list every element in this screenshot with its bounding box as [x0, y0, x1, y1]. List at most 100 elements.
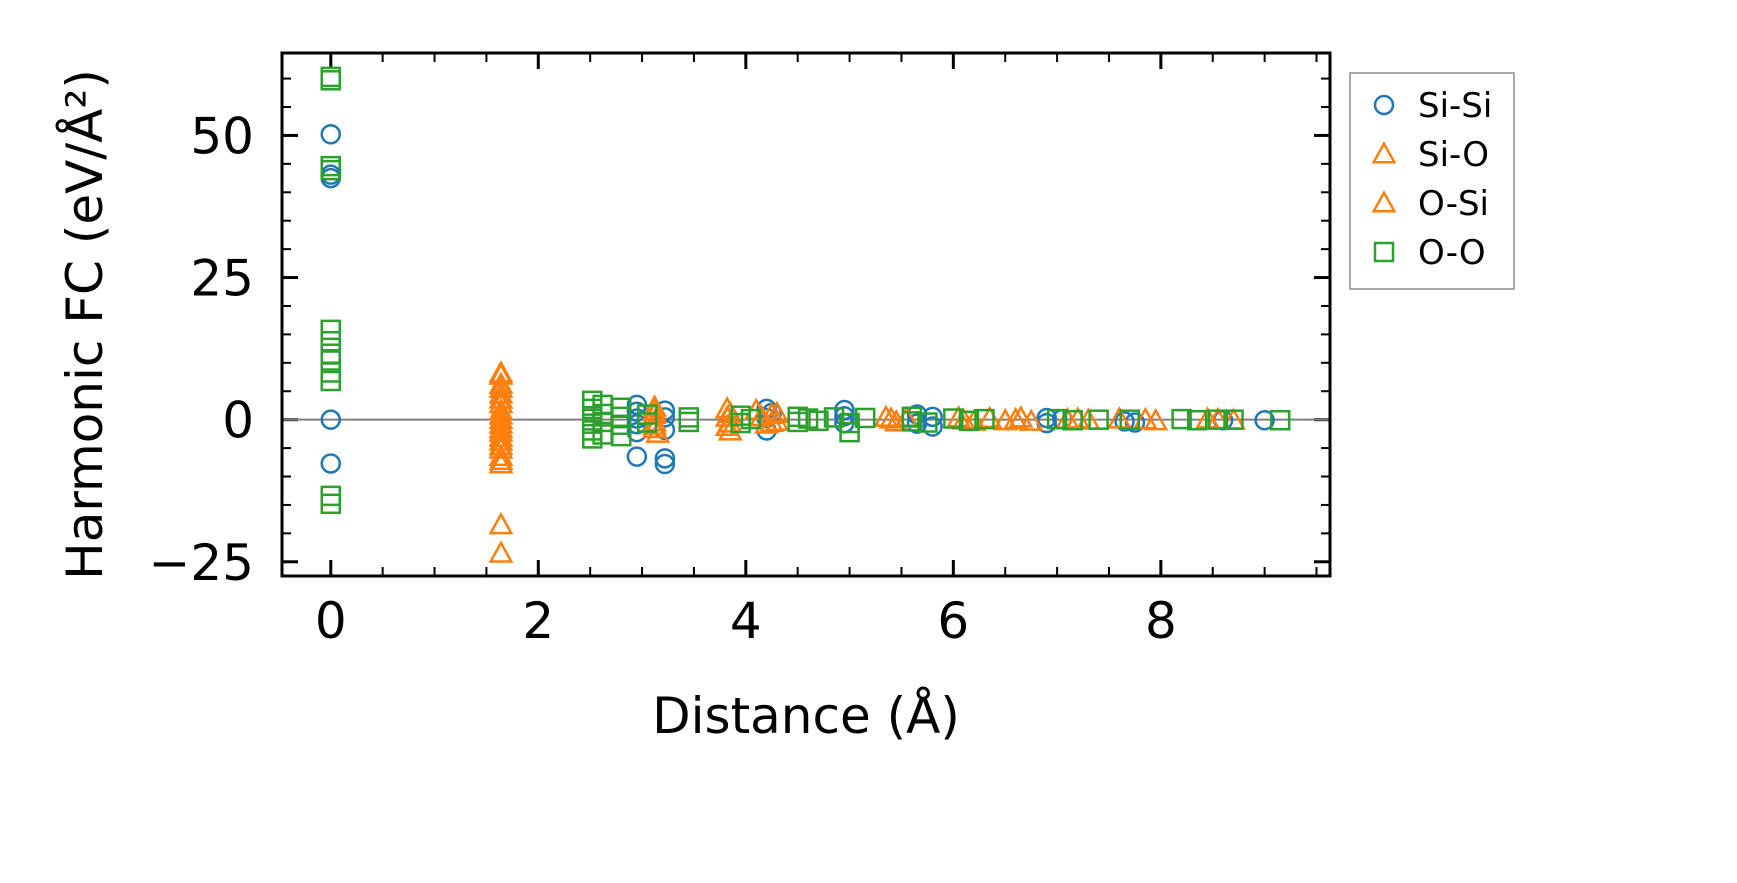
- data-point: [878, 406, 904, 429]
- data-point: [787, 411, 808, 433]
- data-point: [626, 446, 648, 467]
- data-point: [1008, 405, 1034, 428]
- data-point: [320, 70, 342, 91]
- data-point: [320, 409, 342, 430]
- data-point: [834, 406, 855, 427]
- data-point: [654, 453, 676, 475]
- data-point: [946, 405, 972, 428]
- data-point: [922, 406, 943, 428]
- legend-label: O-Si: [1418, 184, 1489, 224]
- legend-entry: Si-O: [1371, 135, 1489, 175]
- legend: Si-Si Si-O O-Si O-O: [1349, 72, 1515, 290]
- data-point: [654, 448, 676, 469]
- data-point: [1003, 406, 1029, 430]
- tick-labels: 0 2 4 6 8 −25 0 25 50: [148, 107, 1176, 650]
- data-point: [1062, 409, 1083, 431]
- legend-label: O-O: [1418, 233, 1486, 273]
- data-point: [1046, 408, 1068, 430]
- data-point: [611, 425, 632, 447]
- data-point: [730, 412, 751, 434]
- data-point: [808, 410, 829, 432]
- legend-entry: O-Si: [1371, 184, 1489, 224]
- series-si-si: [320, 124, 1275, 475]
- data-point: [488, 375, 514, 398]
- data-point: [717, 400, 743, 423]
- x-tick-label: 4: [730, 592, 762, 650]
- data-point: [823, 407, 845, 428]
- data-markers: [320, 66, 1291, 563]
- data-point: [636, 412, 658, 433]
- data-point: [488, 360, 514, 383]
- data-point: [320, 350, 342, 371]
- data-point: [958, 410, 980, 432]
- x-tick-label: 6: [937, 592, 969, 650]
- data-point: [488, 432, 514, 456]
- legend-marker: [1371, 190, 1397, 213]
- x-tick-label: 2: [522, 592, 554, 650]
- data-point: [922, 416, 943, 437]
- data-point: [488, 511, 514, 535]
- x-axis-label: Distance (Å): [652, 687, 960, 745]
- legend-label: Si-O: [1418, 135, 1489, 175]
- series-o-si: [488, 360, 1231, 471]
- series-si-o: [488, 362, 1246, 563]
- data-point: [488, 436, 514, 459]
- data-point: [1018, 408, 1044, 431]
- legend-marker: [1371, 141, 1397, 164]
- data-point: [977, 405, 1003, 429]
- data-point: [1036, 407, 1057, 429]
- y-axis-label: Harmonic FC (eV/Å²): [56, 69, 114, 580]
- data-point: [1269, 409, 1291, 431]
- x-tick-label: 8: [1145, 592, 1177, 650]
- legend-marker: [1373, 241, 1395, 263]
- data-point: [1106, 406, 1132, 429]
- data-point: [678, 407, 699, 428]
- data-point: [797, 408, 819, 429]
- data-point: [320, 343, 342, 364]
- legend-entry: Si-Si: [1373, 86, 1492, 126]
- data-point: [1055, 406, 1080, 430]
- data-point: [854, 407, 876, 429]
- data-point: [943, 408, 964, 429]
- data-point: [1119, 409, 1140, 430]
- data-point: [834, 399, 855, 421]
- data-point: [1088, 409, 1109, 430]
- y-tick-label: −25: [148, 534, 254, 592]
- data-point: [1223, 409, 1244, 430]
- data-point: [901, 411, 923, 432]
- data-point: [592, 424, 613, 445]
- data-point: [974, 408, 995, 430]
- data-point: [488, 443, 514, 467]
- data-point: [951, 407, 977, 430]
- y-tick-label: 0: [222, 392, 254, 450]
- data-point: [678, 411, 699, 433]
- data-point: [488, 540, 514, 563]
- data-point: [581, 428, 603, 449]
- data-point: [759, 401, 785, 425]
- data-point: [1114, 411, 1135, 432]
- data-point: [642, 398, 667, 421]
- data-point: [917, 412, 938, 433]
- data-point: [717, 418, 743, 441]
- data-point: [1132, 406, 1158, 430]
- axis-ticks: [282, 53, 1330, 576]
- data-point: [611, 414, 632, 436]
- legend-label: Si-Si: [1418, 86, 1492, 126]
- data-point: [1207, 409, 1229, 430]
- data-point: [717, 410, 743, 433]
- legend-marker: [1373, 94, 1395, 116]
- y-tick-label: 25: [190, 250, 254, 308]
- data-point: [320, 453, 342, 474]
- data-point: [759, 409, 785, 433]
- data-point: [1171, 408, 1192, 430]
- data-point: [320, 330, 342, 352]
- series-o-o: [320, 66, 1291, 515]
- data-point: [488, 447, 514, 471]
- data-point: [320, 159, 342, 181]
- data-point: [1186, 409, 1208, 431]
- data-point: [320, 124, 342, 145]
- plot-frame: [280, 51, 1332, 578]
- data-point: [839, 421, 860, 443]
- data-point: [320, 370, 342, 392]
